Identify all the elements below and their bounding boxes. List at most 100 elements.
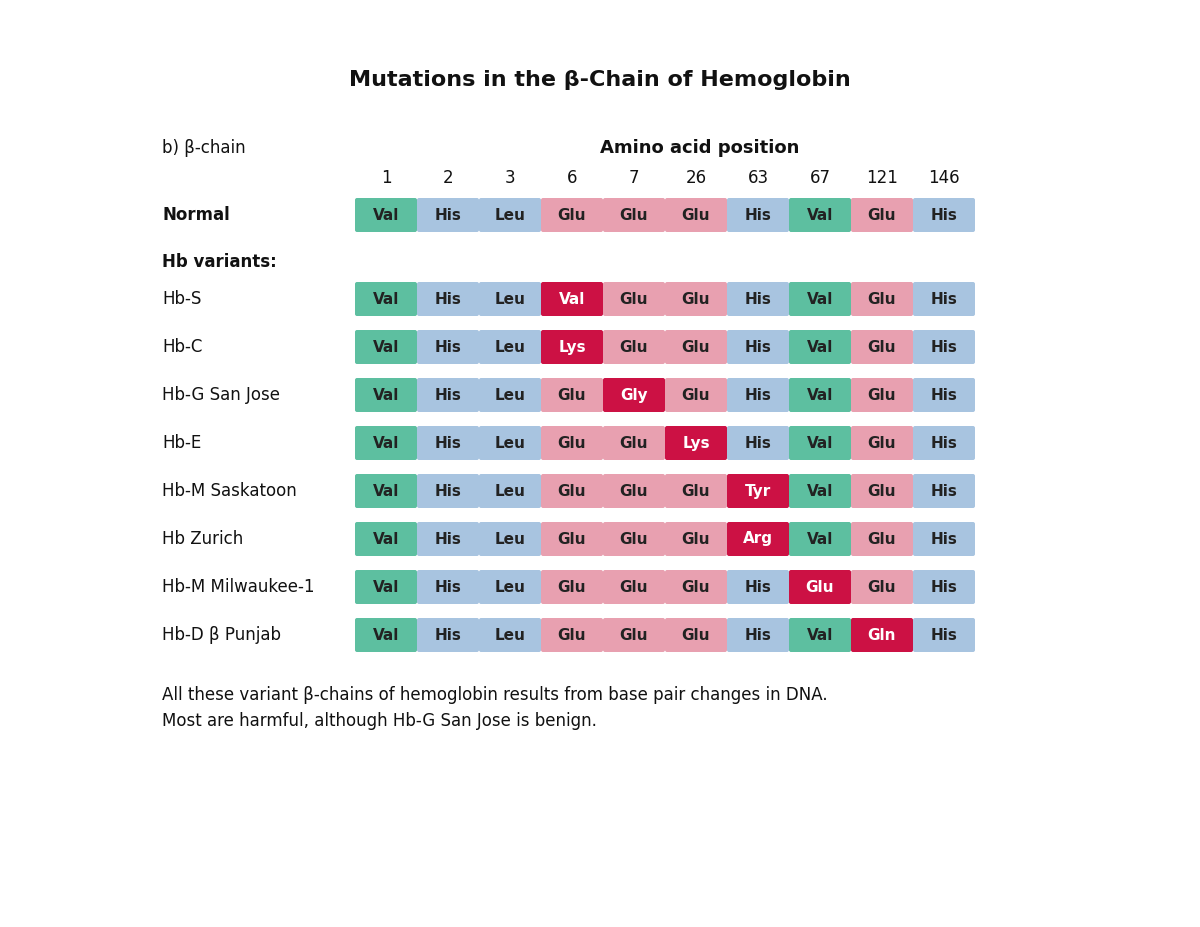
Text: Glu: Glu xyxy=(682,291,710,307)
Text: Leu: Leu xyxy=(494,484,526,499)
Text: Glu: Glu xyxy=(682,628,710,642)
Text: Val: Val xyxy=(373,628,400,642)
Text: Glu: Glu xyxy=(682,208,710,222)
FancyBboxPatch shape xyxy=(604,426,665,460)
FancyBboxPatch shape xyxy=(541,618,604,652)
Text: b) β-chain: b) β-chain xyxy=(162,139,246,157)
FancyBboxPatch shape xyxy=(541,198,604,232)
Text: Glu: Glu xyxy=(619,291,648,307)
FancyBboxPatch shape xyxy=(604,522,665,556)
FancyBboxPatch shape xyxy=(790,282,851,316)
FancyBboxPatch shape xyxy=(727,618,790,652)
Text: Amino acid position: Amino acid position xyxy=(600,139,799,157)
Text: Val: Val xyxy=(806,339,833,354)
FancyBboxPatch shape xyxy=(479,198,541,232)
FancyBboxPatch shape xyxy=(851,570,913,604)
Text: Lys: Lys xyxy=(558,339,586,354)
FancyBboxPatch shape xyxy=(541,570,604,604)
Text: Val: Val xyxy=(373,484,400,499)
FancyBboxPatch shape xyxy=(790,570,851,604)
Text: Val: Val xyxy=(373,208,400,222)
Text: Glu: Glu xyxy=(682,579,710,594)
FancyBboxPatch shape xyxy=(727,426,790,460)
Text: His: His xyxy=(434,628,462,642)
FancyBboxPatch shape xyxy=(851,282,913,316)
Text: Leu: Leu xyxy=(494,208,526,222)
Text: Normal: Normal xyxy=(162,206,229,224)
Text: 63: 63 xyxy=(748,169,768,187)
FancyBboxPatch shape xyxy=(851,618,913,652)
FancyBboxPatch shape xyxy=(541,330,604,364)
Text: Val: Val xyxy=(806,208,833,222)
Text: His: His xyxy=(930,291,958,307)
FancyBboxPatch shape xyxy=(355,474,418,508)
FancyBboxPatch shape xyxy=(851,198,913,232)
Text: His: His xyxy=(930,339,958,354)
Text: Hb-D β Punjab: Hb-D β Punjab xyxy=(162,626,281,644)
FancyBboxPatch shape xyxy=(604,618,665,652)
FancyBboxPatch shape xyxy=(665,474,727,508)
Text: His: His xyxy=(930,628,958,642)
Text: Hb-M Saskatoon: Hb-M Saskatoon xyxy=(162,482,296,500)
FancyBboxPatch shape xyxy=(355,570,418,604)
Text: Gly: Gly xyxy=(620,387,648,402)
Text: Glu: Glu xyxy=(868,339,896,354)
FancyBboxPatch shape xyxy=(851,426,913,460)
Text: Val: Val xyxy=(806,436,833,451)
FancyBboxPatch shape xyxy=(418,198,479,232)
Text: Val: Val xyxy=(373,436,400,451)
FancyBboxPatch shape xyxy=(727,378,790,412)
FancyBboxPatch shape xyxy=(355,426,418,460)
FancyBboxPatch shape xyxy=(355,618,418,652)
Text: Hb-S: Hb-S xyxy=(162,290,202,308)
FancyBboxPatch shape xyxy=(479,474,541,508)
FancyBboxPatch shape xyxy=(851,474,913,508)
FancyBboxPatch shape xyxy=(790,330,851,364)
Text: Most are harmful, although Hb-G San Jose is benign.: Most are harmful, although Hb-G San Jose… xyxy=(162,712,596,730)
Text: Glu: Glu xyxy=(558,579,587,594)
Text: Glu: Glu xyxy=(868,484,896,499)
Text: His: His xyxy=(434,291,462,307)
Text: His: His xyxy=(744,208,772,222)
FancyBboxPatch shape xyxy=(604,282,665,316)
Text: 1: 1 xyxy=(380,169,391,187)
Text: Glu: Glu xyxy=(682,339,710,354)
FancyBboxPatch shape xyxy=(727,330,790,364)
FancyBboxPatch shape xyxy=(418,570,479,604)
Text: Glu: Glu xyxy=(558,628,587,642)
FancyBboxPatch shape xyxy=(604,330,665,364)
Text: Leu: Leu xyxy=(494,628,526,642)
FancyBboxPatch shape xyxy=(355,282,418,316)
Text: His: His xyxy=(434,436,462,451)
Text: Glu: Glu xyxy=(558,387,587,402)
FancyBboxPatch shape xyxy=(727,198,790,232)
Text: All these variant β-chains of hemoglobin results from base pair changes in DNA.: All these variant β-chains of hemoglobin… xyxy=(162,686,828,704)
Text: Hb Zurich: Hb Zurich xyxy=(162,530,244,548)
FancyBboxPatch shape xyxy=(355,522,418,556)
Text: Mutations in the β-Chain of Hemoglobin: Mutations in the β-Chain of Hemoglobin xyxy=(349,70,851,90)
FancyBboxPatch shape xyxy=(913,282,974,316)
FancyBboxPatch shape xyxy=(604,570,665,604)
Text: Val: Val xyxy=(806,484,833,499)
FancyBboxPatch shape xyxy=(665,378,727,412)
FancyBboxPatch shape xyxy=(851,330,913,364)
Text: 146: 146 xyxy=(928,169,960,187)
Text: His: His xyxy=(434,484,462,499)
Text: His: His xyxy=(930,484,958,499)
FancyBboxPatch shape xyxy=(665,618,727,652)
Text: His: His xyxy=(434,579,462,594)
FancyBboxPatch shape xyxy=(479,282,541,316)
FancyBboxPatch shape xyxy=(913,330,974,364)
FancyBboxPatch shape xyxy=(913,474,974,508)
Text: Val: Val xyxy=(806,628,833,642)
FancyBboxPatch shape xyxy=(727,570,790,604)
Text: Glu: Glu xyxy=(868,208,896,222)
Text: Gln: Gln xyxy=(868,628,896,642)
FancyBboxPatch shape xyxy=(665,522,727,556)
FancyBboxPatch shape xyxy=(727,474,790,508)
Text: Hb variants:: Hb variants: xyxy=(162,253,277,271)
Text: Glu: Glu xyxy=(619,628,648,642)
Text: Glu: Glu xyxy=(868,531,896,547)
Text: Glu: Glu xyxy=(868,387,896,402)
FancyBboxPatch shape xyxy=(604,198,665,232)
